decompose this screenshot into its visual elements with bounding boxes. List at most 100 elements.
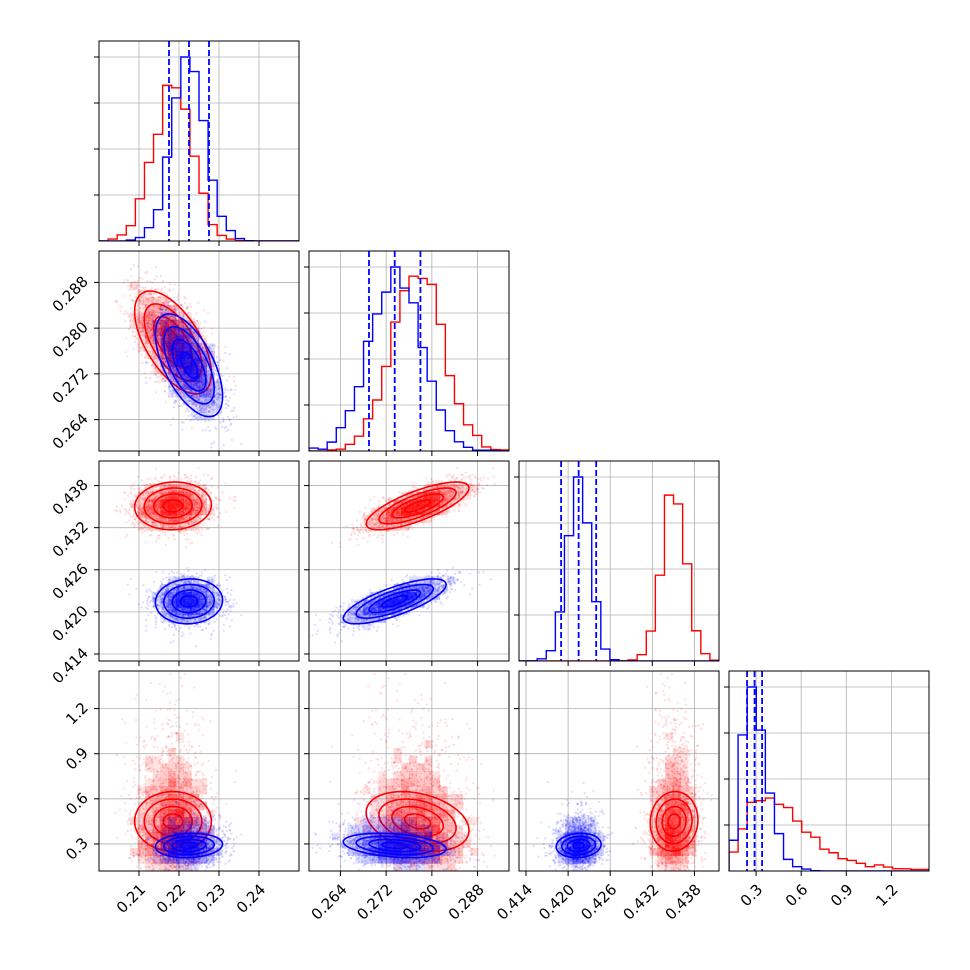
sample-point xyxy=(168,476,172,479)
sample-point xyxy=(183,296,186,299)
sample-point xyxy=(153,355,156,358)
sample-point xyxy=(158,536,161,540)
sample-point xyxy=(123,279,126,282)
sample-point xyxy=(149,337,153,340)
sample-point xyxy=(132,299,135,302)
sample-point xyxy=(159,352,162,355)
sample-point xyxy=(144,341,147,345)
sample-point xyxy=(163,327,166,331)
sample-point xyxy=(192,333,196,336)
sample-point xyxy=(137,310,140,313)
sample-point xyxy=(184,297,187,300)
sample-point xyxy=(165,298,168,301)
sample-point xyxy=(190,389,193,393)
sample-point xyxy=(218,496,221,500)
sample-point xyxy=(150,326,153,329)
sample-point xyxy=(148,293,152,296)
sample-point xyxy=(156,304,159,308)
sample-point xyxy=(144,334,147,337)
density-cell xyxy=(168,374,177,383)
sample-point xyxy=(190,381,193,385)
sample-point xyxy=(128,288,131,291)
sample-point xyxy=(177,319,180,323)
sample-point xyxy=(186,334,189,337)
sample-point xyxy=(197,409,200,412)
sample-point xyxy=(156,537,159,540)
sample-point xyxy=(162,357,165,360)
sample-point xyxy=(180,370,183,373)
sample-point xyxy=(148,315,151,318)
sample-point xyxy=(190,392,193,395)
sample-point xyxy=(191,401,195,405)
density-cell xyxy=(152,297,161,306)
sample-point xyxy=(186,315,189,318)
density-cell xyxy=(175,304,184,313)
sample-point xyxy=(144,337,147,340)
sample-point xyxy=(132,313,135,316)
sample-point xyxy=(210,389,213,392)
density-cell xyxy=(183,327,192,336)
sample-point xyxy=(175,318,178,321)
sample-point xyxy=(149,280,152,283)
sample-point xyxy=(157,315,160,318)
density-cell xyxy=(160,304,169,313)
sample-point xyxy=(177,471,180,474)
sample-point xyxy=(188,414,191,418)
sample-point xyxy=(196,407,199,410)
sample-point xyxy=(218,394,222,397)
y-tick-label: 0.288 xyxy=(49,273,92,316)
sample-point xyxy=(200,327,203,330)
density-cell xyxy=(199,366,207,375)
sample-point xyxy=(207,489,210,492)
sample-point xyxy=(199,322,202,325)
sample-point xyxy=(185,334,189,337)
sample-point xyxy=(199,366,202,369)
panel-body xyxy=(99,41,299,241)
sample-point xyxy=(146,315,149,318)
sample-point xyxy=(226,415,229,419)
sample-point xyxy=(183,534,186,537)
sample-point xyxy=(146,270,149,274)
sample-point xyxy=(146,346,149,349)
sample-point xyxy=(223,391,226,395)
density-cell xyxy=(175,343,184,352)
sample-point xyxy=(140,321,143,324)
sample-point xyxy=(168,331,171,334)
sample-point xyxy=(152,342,155,345)
sample-point xyxy=(125,336,128,339)
sample-point xyxy=(204,428,208,431)
sample-point xyxy=(172,317,175,320)
sample-point xyxy=(163,357,166,360)
sample-point xyxy=(168,300,171,303)
density-cell xyxy=(160,320,169,329)
sample-point xyxy=(141,277,144,280)
sample-point xyxy=(173,308,176,311)
sample-point xyxy=(205,363,208,366)
sample-point xyxy=(143,304,147,307)
density-cell xyxy=(199,351,207,359)
sample-point xyxy=(187,538,190,541)
sample-point xyxy=(169,314,173,317)
sample-point xyxy=(148,312,151,315)
sample-point xyxy=(200,386,203,389)
density-cell xyxy=(206,389,215,398)
sample-point xyxy=(210,344,213,347)
sample-point xyxy=(179,399,182,402)
y-tick-label: 0.264 xyxy=(49,410,92,453)
sample-point xyxy=(169,376,172,379)
sample-point xyxy=(140,320,143,323)
sample-point xyxy=(208,392,211,396)
sample-point xyxy=(140,353,143,356)
density-cell xyxy=(191,320,200,329)
density-cell xyxy=(183,381,192,390)
sample-point xyxy=(181,325,184,328)
sample-point xyxy=(203,350,206,353)
sample-point xyxy=(191,344,195,347)
sample-point xyxy=(140,330,143,333)
sample-point xyxy=(123,312,126,316)
sample-point xyxy=(141,318,145,321)
sample-point xyxy=(124,512,127,516)
sample-point xyxy=(187,311,190,314)
sample-point xyxy=(183,384,186,387)
sample-point xyxy=(232,375,235,379)
